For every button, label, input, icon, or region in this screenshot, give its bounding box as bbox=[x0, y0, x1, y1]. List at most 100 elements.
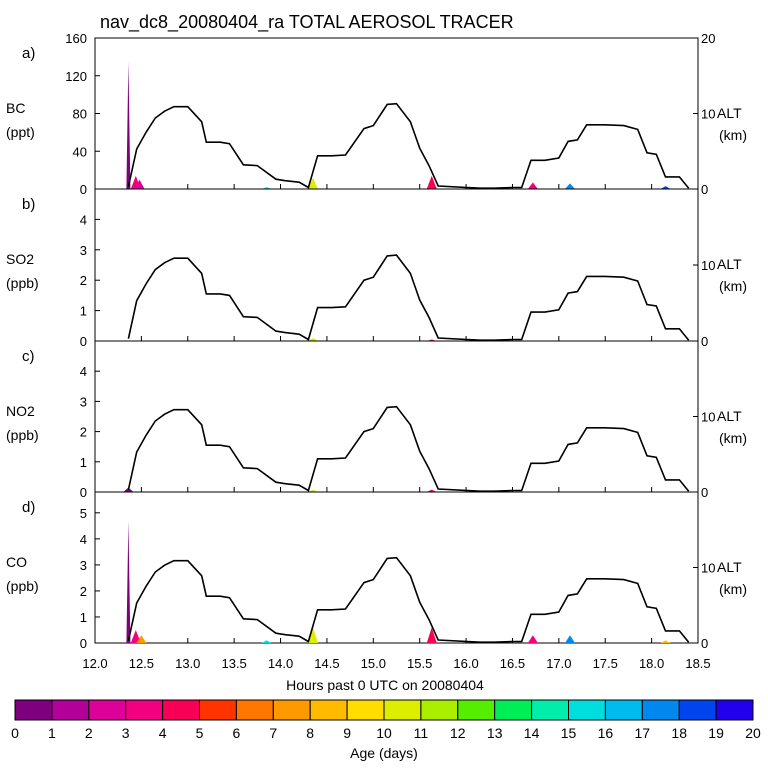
alt-tick-label: 10 bbox=[701, 561, 715, 576]
tracer-spike bbox=[660, 186, 671, 189]
colorbar-tick-label: 0 bbox=[11, 725, 19, 741]
alt-tick-label: 10 bbox=[701, 107, 715, 122]
y-tick-label: 4 bbox=[80, 532, 87, 547]
panel-label: a) bbox=[22, 45, 35, 62]
alt-tick-label: 10 bbox=[701, 258, 715, 273]
colorbar-tick-label: 8 bbox=[306, 725, 314, 741]
x-tick-label: 12.0 bbox=[82, 656, 107, 671]
x-tick-label: 17.5 bbox=[593, 656, 618, 671]
alt-label: ALT bbox=[717, 559, 742, 575]
colorbar-tick-label: 7 bbox=[269, 725, 277, 741]
colorbar-tick-label: 18 bbox=[671, 725, 687, 741]
colorbar-tick-label: 4 bbox=[159, 725, 167, 741]
y-tick-label: 80 bbox=[73, 107, 87, 122]
altitude-line bbox=[127, 102, 690, 189]
plot-frame bbox=[94, 340, 699, 493]
species-label: SO2 bbox=[6, 251, 34, 267]
x-axis-label: Hours past 0 UTC on 20080404 bbox=[286, 677, 484, 693]
colorbar-tick-label: 11 bbox=[414, 725, 429, 741]
colorbar-tick-label: 1 bbox=[48, 725, 56, 741]
tracer-spike bbox=[527, 182, 538, 189]
x-tick-label: 15.5 bbox=[407, 656, 432, 671]
tracer-spike bbox=[308, 627, 319, 643]
colorbar-swatch bbox=[457, 699, 496, 721]
x-axis: 12.0 12.5 13.0 13.5 14.0 14.5 15.0 15.5 16.0 16.5… bbox=[82, 656, 710, 671]
colorbar-tick-label: 16 bbox=[598, 725, 614, 741]
alt-tick-label: 10 bbox=[701, 410, 715, 425]
panel-so2: 0 1 2 3 4 0 10 b) SO2 (ppb) ALT (km) bbox=[6, 188, 747, 349]
colorbar-swatch bbox=[14, 699, 53, 721]
panel-label: d) bbox=[22, 499, 35, 516]
y-tick-label: 1 bbox=[80, 304, 87, 319]
colorbar-swatch bbox=[272, 699, 311, 721]
colorbar-swatch bbox=[162, 699, 201, 721]
tracer-spike bbox=[660, 640, 671, 643]
plot-frame bbox=[94, 491, 699, 644]
unit-label: (ppb) bbox=[6, 427, 39, 443]
colorbar-swatch bbox=[678, 699, 717, 721]
panel-label: c) bbox=[22, 348, 35, 365]
plot-frame bbox=[94, 188, 699, 342]
unit-label: (ppb) bbox=[6, 578, 39, 594]
colorbar-tick-label: 19 bbox=[708, 725, 724, 741]
y-tick-label: 0 bbox=[80, 182, 87, 197]
tracer-spike bbox=[136, 635, 147, 643]
panel-co: 0 1 2 3 4 5 0 10 d) CO (ppb) ALT (km) bbox=[6, 491, 747, 651]
altitude-line bbox=[127, 556, 690, 644]
alt-unit-label: (km) bbox=[719, 581, 747, 597]
colorbar-tick-label: 15 bbox=[561, 725, 577, 741]
alt-tick-label: 0 bbox=[701, 485, 708, 500]
tracer-spike bbox=[261, 640, 272, 643]
colorbar-tick-label: 10 bbox=[376, 725, 392, 741]
colorbar-swatch bbox=[420, 699, 459, 721]
alt-tick-label: 0 bbox=[701, 182, 708, 197]
y-tick-label: 3 bbox=[80, 394, 87, 409]
y-tick-label: 3 bbox=[80, 243, 87, 258]
colorbar-tick-label: 12 bbox=[450, 725, 466, 741]
y-tick-label: 0 bbox=[80, 334, 87, 349]
altitude-line bbox=[127, 254, 690, 342]
tracer-spike bbox=[426, 175, 437, 189]
tracer-spike bbox=[130, 629, 141, 643]
colorbar-label: Age (days) bbox=[350, 745, 418, 761]
species-label: NO2 bbox=[6, 403, 35, 419]
alt-tick-label: 20 bbox=[701, 31, 715, 46]
tracer-spike bbox=[126, 61, 131, 189]
tracer-spike bbox=[308, 337, 319, 341]
tracer-spike bbox=[134, 179, 145, 189]
colorbar-swatch bbox=[715, 699, 754, 721]
colorbar-tick-label: 5 bbox=[196, 725, 204, 741]
tracer-spike bbox=[126, 520, 131, 643]
colorbar-swatch bbox=[199, 699, 237, 721]
tracer-spike bbox=[123, 487, 134, 492]
tracer-spike bbox=[426, 489, 437, 492]
x-tick-label: 18.5 bbox=[685, 656, 710, 671]
x-tick-label: 12.5 bbox=[129, 656, 154, 671]
unit-label: (ppt) bbox=[6, 124, 35, 140]
y-tick-label: 40 bbox=[73, 144, 87, 159]
y-tick-label: 0 bbox=[80, 485, 87, 500]
y-tick-label: 120 bbox=[65, 69, 87, 84]
tracer-spike bbox=[564, 635, 575, 643]
y-tick-label: 2 bbox=[80, 273, 87, 288]
alt-tick-label: 0 bbox=[701, 334, 708, 349]
y-tick-label: 5 bbox=[80, 506, 87, 521]
alt-unit-label: (km) bbox=[719, 278, 747, 294]
x-tick-label: 13.0 bbox=[175, 656, 200, 671]
colorbar-tick-label: 3 bbox=[122, 725, 130, 741]
figure-title: nav_dc8_20080404_ra TOTAL AEROSOL TRACER bbox=[100, 12, 514, 33]
colorbar-swatch bbox=[235, 699, 274, 721]
alt-unit-label: (km) bbox=[719, 127, 747, 143]
colorbar-swatch bbox=[604, 699, 643, 721]
alt-unit-label: (km) bbox=[719, 430, 747, 446]
colorbar-swatch bbox=[531, 699, 569, 721]
chart-panels: 0408012016001020a)BC(ppt)ALT(km)01234010… bbox=[6, 31, 747, 651]
species-label: CO bbox=[6, 554, 27, 570]
alt-label: ALT bbox=[717, 105, 742, 121]
y-tick-label: 160 bbox=[65, 31, 87, 46]
y-tick-label: 3 bbox=[80, 558, 87, 573]
colorbar-swatch bbox=[88, 699, 127, 721]
tracer-spike bbox=[527, 635, 538, 643]
colorbar-tick-label: 6 bbox=[233, 725, 241, 741]
